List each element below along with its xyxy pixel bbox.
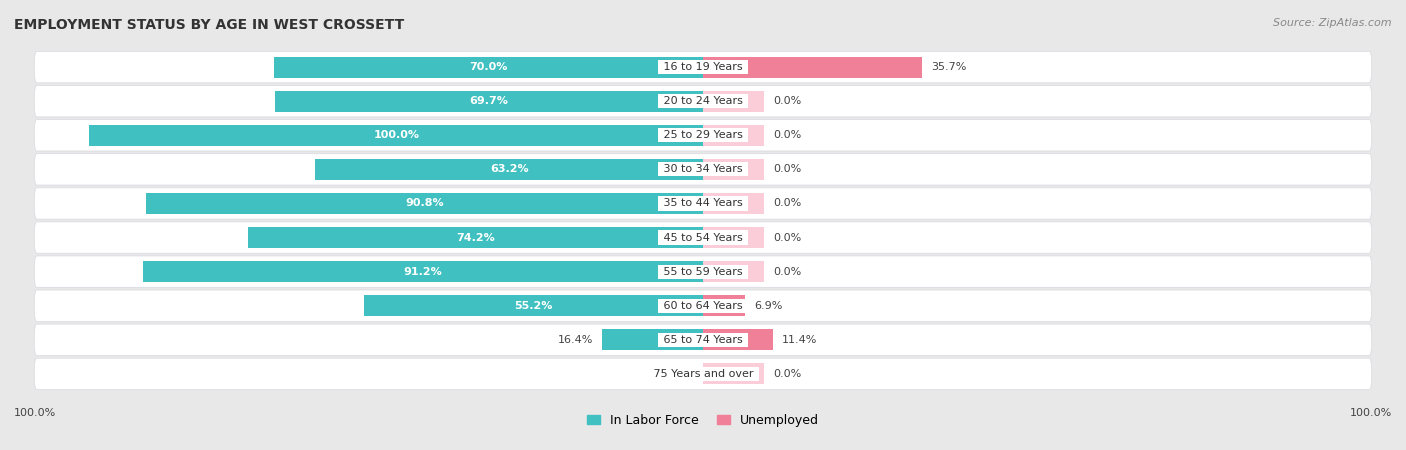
FancyBboxPatch shape bbox=[34, 86, 1372, 117]
Text: 0.0%: 0.0% bbox=[773, 130, 801, 140]
Bar bbox=[703, 363, 765, 384]
Bar bbox=[274, 57, 703, 78]
Text: 0.0%: 0.0% bbox=[773, 369, 801, 379]
Text: 55.2%: 55.2% bbox=[515, 301, 553, 310]
Text: 75 Years and over: 75 Years and over bbox=[650, 369, 756, 379]
Text: 0.0%: 0.0% bbox=[773, 96, 801, 106]
Bar bbox=[703, 227, 765, 248]
Text: 0.0%: 0.0% bbox=[773, 233, 801, 243]
Bar bbox=[703, 90, 765, 112]
Bar bbox=[276, 90, 703, 112]
Text: 63.2%: 63.2% bbox=[489, 164, 529, 175]
FancyBboxPatch shape bbox=[34, 290, 1372, 321]
Bar bbox=[703, 159, 765, 180]
Bar bbox=[315, 159, 703, 180]
Text: 25 to 29 Years: 25 to 29 Years bbox=[659, 130, 747, 140]
FancyBboxPatch shape bbox=[34, 120, 1372, 151]
Bar bbox=[602, 329, 703, 351]
Text: Source: ZipAtlas.com: Source: ZipAtlas.com bbox=[1274, 18, 1392, 28]
FancyBboxPatch shape bbox=[34, 222, 1372, 253]
Text: 60 to 64 Years: 60 to 64 Years bbox=[659, 301, 747, 310]
Text: 35.7%: 35.7% bbox=[931, 62, 966, 72]
Bar bbox=[364, 295, 703, 316]
Text: 74.2%: 74.2% bbox=[456, 233, 495, 243]
Bar bbox=[703, 295, 745, 316]
Text: 70.0%: 70.0% bbox=[470, 62, 508, 72]
Bar bbox=[703, 261, 765, 282]
Text: 6.9%: 6.9% bbox=[755, 301, 783, 310]
Text: 11.4%: 11.4% bbox=[782, 335, 817, 345]
Text: 55 to 59 Years: 55 to 59 Years bbox=[659, 266, 747, 277]
Bar bbox=[247, 227, 703, 248]
Bar bbox=[703, 57, 922, 78]
Bar bbox=[143, 261, 703, 282]
Text: 69.7%: 69.7% bbox=[470, 96, 509, 106]
Bar bbox=[146, 193, 703, 214]
Text: 16.4%: 16.4% bbox=[558, 335, 593, 345]
Text: 0.0%: 0.0% bbox=[662, 369, 690, 379]
Bar bbox=[90, 125, 703, 146]
Text: 0.0%: 0.0% bbox=[773, 266, 801, 277]
Bar bbox=[703, 193, 765, 214]
Text: 90.8%: 90.8% bbox=[405, 198, 444, 208]
Legend: In Labor Force, Unemployed: In Labor Force, Unemployed bbox=[582, 409, 824, 432]
Text: 35 to 44 Years: 35 to 44 Years bbox=[659, 198, 747, 208]
Text: 0.0%: 0.0% bbox=[773, 198, 801, 208]
FancyBboxPatch shape bbox=[34, 324, 1372, 356]
Bar bbox=[703, 125, 765, 146]
Text: 100.0%: 100.0% bbox=[1350, 409, 1392, 419]
Text: 65 to 74 Years: 65 to 74 Years bbox=[659, 335, 747, 345]
Text: 30 to 34 Years: 30 to 34 Years bbox=[659, 164, 747, 175]
FancyBboxPatch shape bbox=[34, 154, 1372, 185]
FancyBboxPatch shape bbox=[34, 51, 1372, 83]
Text: 0.0%: 0.0% bbox=[773, 164, 801, 175]
FancyBboxPatch shape bbox=[34, 358, 1372, 390]
Text: 20 to 24 Years: 20 to 24 Years bbox=[659, 96, 747, 106]
Text: EMPLOYMENT STATUS BY AGE IN WEST CROSSETT: EMPLOYMENT STATUS BY AGE IN WEST CROSSET… bbox=[14, 18, 405, 32]
Text: 45 to 54 Years: 45 to 54 Years bbox=[659, 233, 747, 243]
Text: 91.2%: 91.2% bbox=[404, 266, 443, 277]
Text: 100.0%: 100.0% bbox=[14, 409, 56, 419]
FancyBboxPatch shape bbox=[34, 188, 1372, 219]
FancyBboxPatch shape bbox=[34, 256, 1372, 287]
Text: 100.0%: 100.0% bbox=[373, 130, 419, 140]
Text: 16 to 19 Years: 16 to 19 Years bbox=[659, 62, 747, 72]
Bar bbox=[703, 329, 773, 351]
